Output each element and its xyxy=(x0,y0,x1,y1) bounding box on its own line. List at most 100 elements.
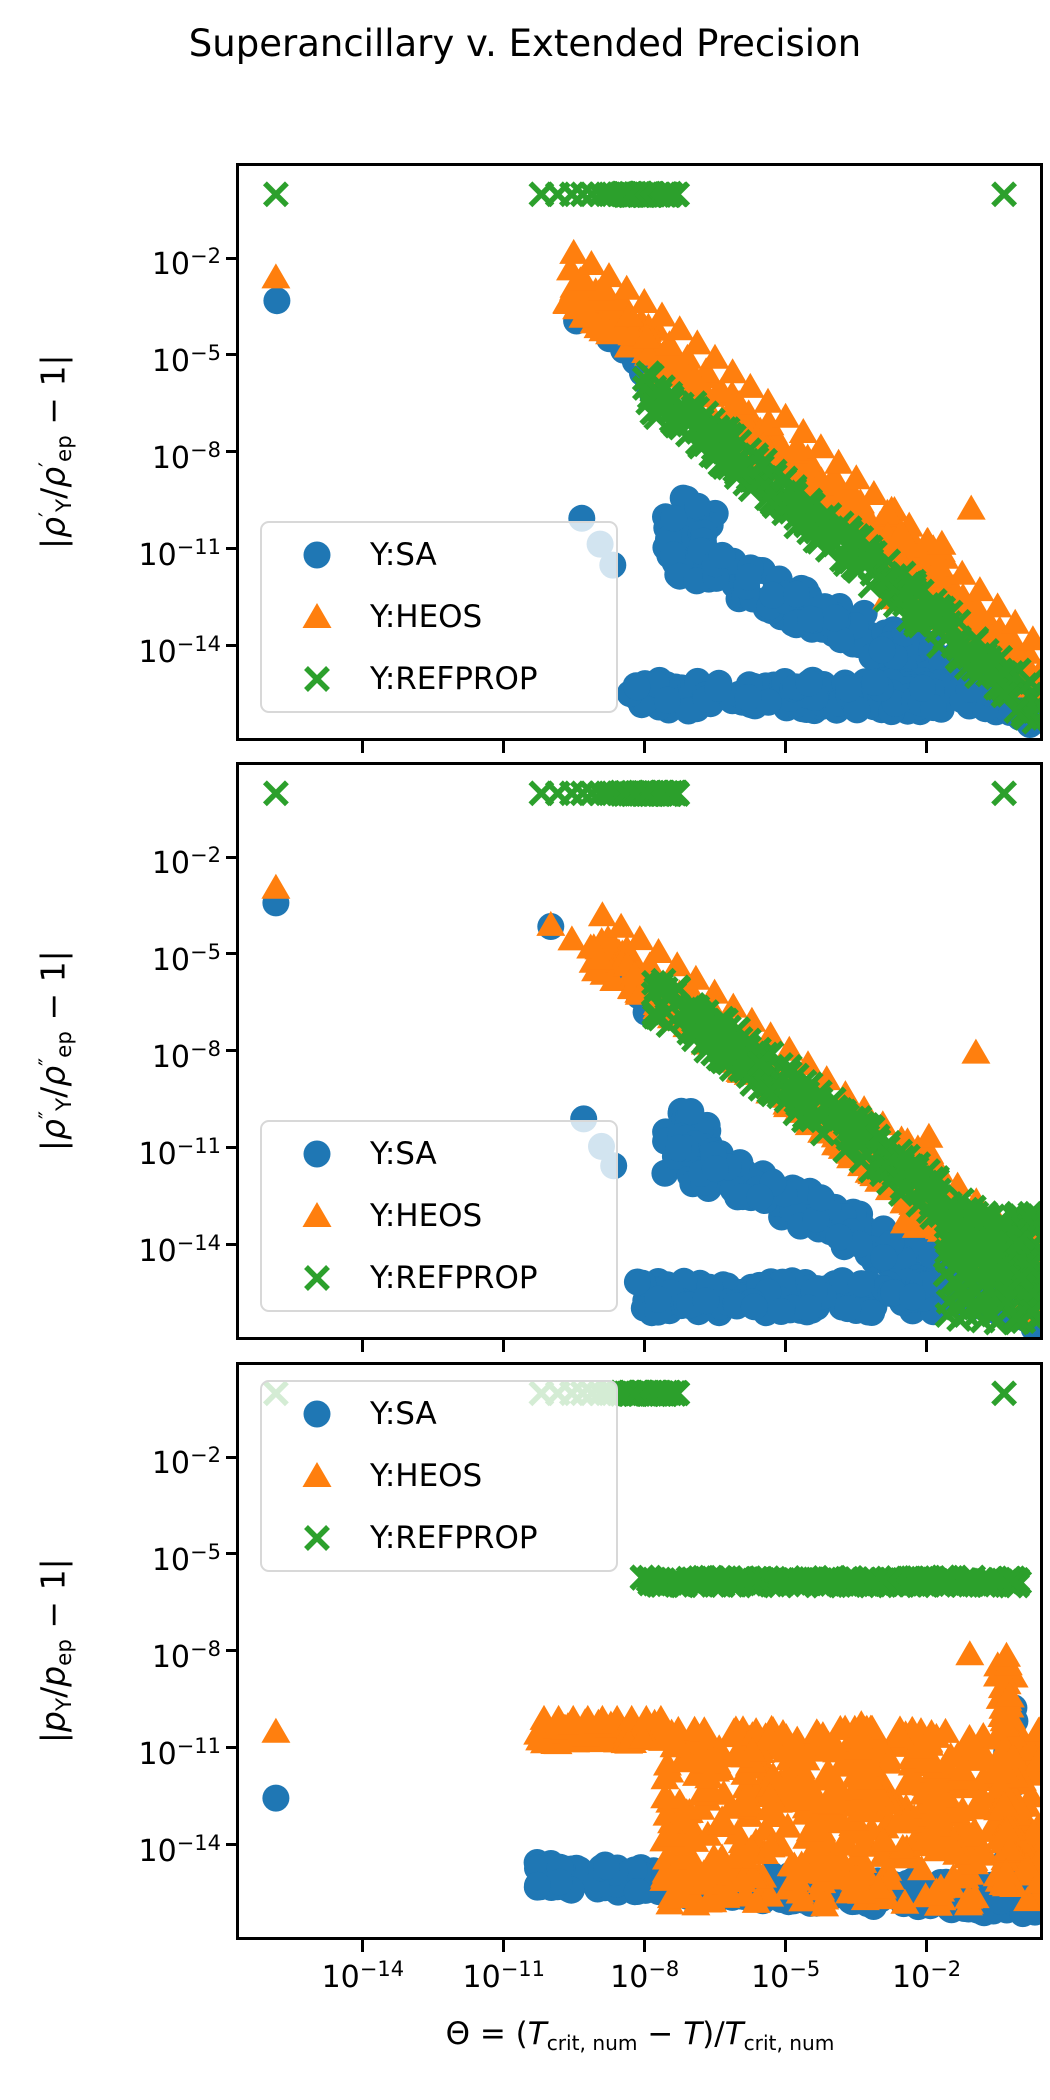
refprop-point xyxy=(901,571,928,598)
legend-item-refprop: Y:REFPROP xyxy=(262,649,616,709)
sa-point xyxy=(659,541,687,569)
refprop-point xyxy=(816,502,843,529)
heos-point xyxy=(858,1785,888,1811)
refprop-point xyxy=(667,414,694,441)
heos-point xyxy=(261,263,291,289)
heos-point xyxy=(919,1880,949,1906)
refprop-point xyxy=(304,1265,330,1291)
legend-item-refprop: Y:REFPROP xyxy=(262,1508,616,1568)
refprop-point xyxy=(844,557,871,584)
y-tick xyxy=(226,1146,236,1150)
heos-point xyxy=(785,1878,815,1904)
sa-point xyxy=(701,1155,729,1183)
plot-panel-saturated-liquid-density-deviation xyxy=(236,163,1043,741)
refprop-point xyxy=(767,1568,794,1595)
refprop-point xyxy=(621,1381,648,1408)
heos-point xyxy=(846,1710,876,1736)
heos-point xyxy=(813,1757,843,1783)
heos-point xyxy=(557,925,587,951)
heos-point xyxy=(885,1721,915,1747)
heos-point xyxy=(612,274,642,300)
sa-point xyxy=(746,1183,774,1211)
refprop-point xyxy=(858,1572,885,1599)
sa-point xyxy=(908,674,936,702)
heos-point xyxy=(724,389,754,415)
refprop-point xyxy=(871,567,898,594)
x-tick xyxy=(361,741,365,753)
sa-circle-icon xyxy=(303,541,331,569)
sa-point xyxy=(825,1223,853,1251)
legend-label-sa: Y:SA xyxy=(370,1136,437,1172)
sa-point xyxy=(524,1871,551,1899)
heos-point xyxy=(620,960,650,986)
heos-point xyxy=(615,301,645,327)
sa-point xyxy=(955,675,983,703)
sa-point xyxy=(623,1878,651,1905)
heos-point xyxy=(890,1888,920,1914)
refprop-point xyxy=(946,1306,973,1333)
x-tick-label: 10−5 xyxy=(751,1957,821,1995)
heos-point xyxy=(1026,1724,1040,1749)
refprop-point xyxy=(644,1570,670,1597)
y-tick xyxy=(226,450,236,454)
x-tick xyxy=(502,741,506,753)
chart-title: Superancillary v. Extended Precision xyxy=(188,22,862,65)
refprop-point xyxy=(717,421,744,448)
legend-item-refprop: Y:REFPROP xyxy=(262,1248,616,1308)
refprop-point xyxy=(965,653,992,680)
heos-point xyxy=(806,1875,836,1901)
heos-point xyxy=(830,1080,860,1106)
heos-point xyxy=(947,1755,977,1781)
refprop-point xyxy=(737,476,764,503)
heos-point xyxy=(937,1872,967,1898)
y-tick xyxy=(226,855,236,859)
y-tick xyxy=(226,1455,236,1459)
sa-point xyxy=(303,1140,331,1168)
x-tick-label: 10−14 xyxy=(321,1957,405,1995)
refprop-point xyxy=(304,666,330,692)
refprop-point xyxy=(644,1379,671,1406)
y-tick-label: 10−14 xyxy=(138,1830,221,1869)
sa-point xyxy=(303,1400,331,1428)
y-tick-label: 10−2 xyxy=(151,843,221,881)
heos-point xyxy=(994,1681,1024,1707)
sa-point xyxy=(868,636,896,664)
refprop-point xyxy=(911,1175,938,1202)
y-tick xyxy=(226,1552,236,1556)
sa-point xyxy=(665,1134,692,1162)
refprop-point xyxy=(612,1380,639,1407)
heos-point xyxy=(914,1122,944,1148)
heos-point xyxy=(261,1717,291,1743)
refprop-point xyxy=(931,1567,958,1594)
heos-point xyxy=(1024,1746,1040,1772)
refprop-point xyxy=(967,1283,994,1310)
heos-point xyxy=(688,1861,718,1887)
heos-point xyxy=(585,944,615,970)
heos-point xyxy=(947,559,977,585)
sa-point xyxy=(708,541,736,569)
heos-point xyxy=(718,358,748,384)
heos-point xyxy=(700,343,730,369)
refprop-point xyxy=(969,1567,995,1593)
refprop-point xyxy=(657,180,684,207)
heos-point xyxy=(864,1873,894,1899)
heos-point xyxy=(839,1869,869,1895)
heos-point xyxy=(825,472,854,498)
legend: Y:SA Y:HEOS Y:REFPROP xyxy=(260,1120,618,1312)
heos-point xyxy=(888,1833,918,1859)
legend-label-refprop: Y:REFPROP xyxy=(370,1520,538,1556)
refprop-point xyxy=(964,1261,991,1288)
heos-point xyxy=(803,1837,833,1863)
refprop-x-icon xyxy=(304,1525,330,1551)
sa-point xyxy=(734,684,762,711)
heos-point xyxy=(991,1858,1021,1884)
legend-label-heos: Y:HEOS xyxy=(370,1458,483,1494)
heos-point xyxy=(536,910,566,936)
heos-point xyxy=(774,1035,804,1061)
y-tick xyxy=(226,256,236,260)
sa-point xyxy=(263,287,291,315)
x-tick xyxy=(361,1340,365,1352)
refprop-point xyxy=(823,1098,850,1125)
y-axis-label: |ρ″Y/ρ″ep − 1| xyxy=(33,950,77,1152)
sa-point xyxy=(593,1852,620,1880)
